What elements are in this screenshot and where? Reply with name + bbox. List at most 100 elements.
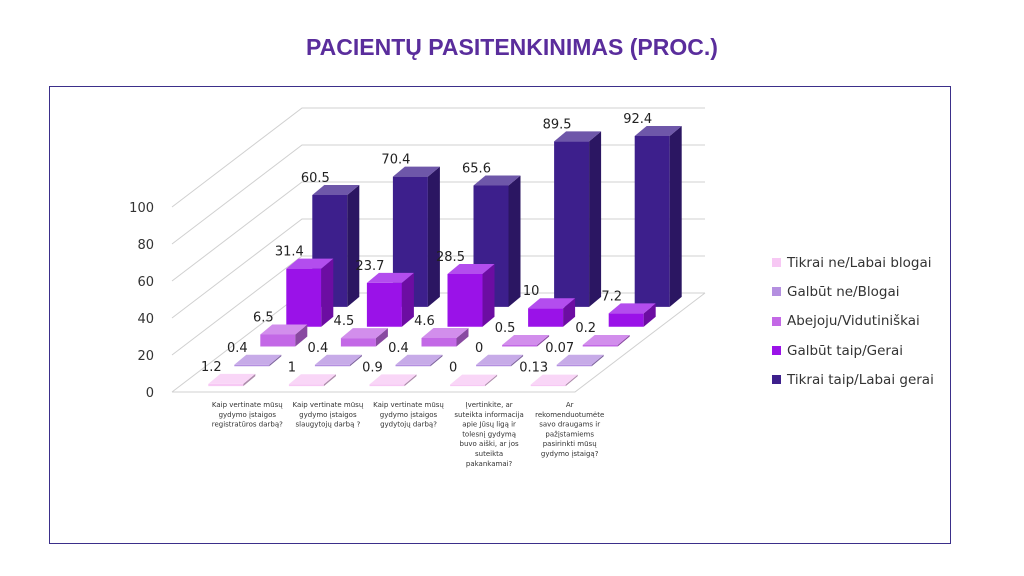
bar-front — [447, 273, 483, 327]
category-label: Ar rekomenduotumėte savo draugams ir pažįst… — [535, 401, 604, 458]
data-label: 70.4 — [381, 153, 410, 168]
category-label-line: suteikta informacija — [454, 411, 523, 419]
bar-top — [450, 374, 498, 385]
bar-front — [288, 384, 324, 387]
bar-side — [269, 354, 282, 367]
category-label-line: apie Jūsų ligą ir — [462, 421, 516, 429]
bar-top — [634, 125, 682, 136]
bar-side — [456, 327, 469, 347]
legend-item: Tikrai ne/Labai blogai — [772, 248, 934, 277]
y-tick-label: 100 — [129, 201, 154, 216]
data-label: 0.4 — [308, 341, 329, 356]
category-label-line: rekomenduotumėte — [535, 411, 604, 419]
bar-top — [286, 258, 334, 269]
bar-side — [485, 374, 498, 387]
legend-swatch — [772, 258, 781, 268]
bar-side — [404, 374, 417, 387]
bar-top — [556, 354, 604, 365]
bar-side — [295, 324, 308, 347]
bar-front — [450, 384, 486, 387]
bar-side — [511, 354, 524, 367]
data-label: 0.07 — [545, 341, 574, 356]
bar-side — [565, 374, 578, 387]
bar-front — [556, 364, 592, 367]
bar — [528, 298, 576, 327]
bar — [395, 354, 443, 367]
bar — [234, 354, 282, 367]
bar-front — [530, 384, 566, 387]
data-label: 4.5 — [334, 314, 355, 329]
bars: 60.570.465.689.5 92.431.423.728.510 7.26.5… — [201, 112, 682, 387]
bar-front — [476, 364, 512, 367]
bar-front — [502, 345, 538, 347]
bar-front — [421, 337, 457, 347]
bar-top — [340, 328, 388, 339]
bar — [208, 373, 256, 387]
bar-top — [447, 263, 495, 274]
floor-edge — [172, 292, 706, 393]
bar-top — [528, 298, 576, 309]
category-label-line: pažįstamiems — [545, 430, 594, 438]
bar-top — [314, 354, 362, 365]
bar — [582, 335, 630, 347]
bar-top — [582, 335, 630, 345]
bar — [314, 354, 362, 367]
bar-top — [554, 131, 602, 142]
bar — [260, 324, 308, 347]
bar-front — [528, 308, 564, 327]
data-label: 60.5 — [301, 171, 330, 186]
bar-front — [208, 383, 244, 387]
chart-title: PACIENTŲ PASITENKINIMAS (PROC.) — [306, 34, 718, 60]
bar-side — [375, 328, 388, 347]
data-label: 7.2 — [601, 289, 622, 304]
data-label: 0 — [475, 341, 483, 356]
bar-side — [617, 335, 630, 347]
bar-side — [591, 354, 604, 367]
legend-label: Galbūt taip/Gerai — [787, 342, 903, 359]
bar — [369, 374, 417, 387]
category-label: Įvertinkite, ar suteikta informacija apie … — [454, 401, 523, 468]
bar-top — [312, 184, 360, 195]
category-label-line: Kaip vertinate mūsų — [293, 401, 364, 409]
bar — [502, 335, 550, 347]
data-label: 28.5 — [436, 250, 465, 265]
legend-item: Galbūt taip/Gerai — [772, 336, 934, 365]
bar-front — [582, 345, 618, 347]
category-label-line: registratūros darbą? — [212, 421, 283, 429]
bar — [286, 258, 334, 327]
legend-swatch — [772, 316, 781, 326]
data-label: 0.13 — [519, 361, 548, 376]
category-label-line: pasirinkti mūsų — [543, 440, 597, 448]
bar-side — [643, 303, 656, 327]
bar-front — [366, 282, 402, 327]
bar-top — [208, 373, 256, 384]
legend: Tikrai ne/Labai blogai Galbūt ne/Blogai Ab… — [772, 248, 934, 394]
bar-front — [395, 364, 431, 367]
bar-side — [589, 131, 602, 307]
legend-swatch — [772, 346, 781, 356]
bar — [447, 263, 495, 327]
data-label: 0.4 — [227, 341, 248, 356]
data-label: 92.4 — [623, 112, 652, 127]
legend-label: Galbūt ne/Blogai — [787, 283, 900, 300]
bar-top — [476, 354, 524, 365]
bar-side — [347, 184, 360, 307]
bar — [608, 303, 656, 327]
data-label: 23.7 — [355, 259, 384, 274]
bar — [634, 125, 682, 307]
category-label-line: suteikta — [475, 450, 503, 458]
bar-side — [427, 166, 440, 307]
bar-top — [234, 354, 282, 365]
category-label-line: slaugytojų darbą ? — [295, 421, 360, 429]
category-label: Kaip vertinate mūsų gydymo įstaigos gydyto… — [373, 401, 444, 429]
data-label: 0.2 — [575, 321, 596, 336]
bar-front — [554, 141, 590, 307]
data-label: 1 — [288, 360, 296, 375]
legend-label: Abejoju/Vidutiniškai — [787, 313, 920, 330]
category-label-line: gydymo įstaigos — [380, 411, 438, 419]
bar-top — [288, 374, 336, 385]
data-label: 10 — [523, 284, 540, 299]
bar-top — [260, 324, 308, 335]
bar-front — [608, 313, 644, 327]
category-label-line: pakankamai? — [466, 460, 513, 468]
